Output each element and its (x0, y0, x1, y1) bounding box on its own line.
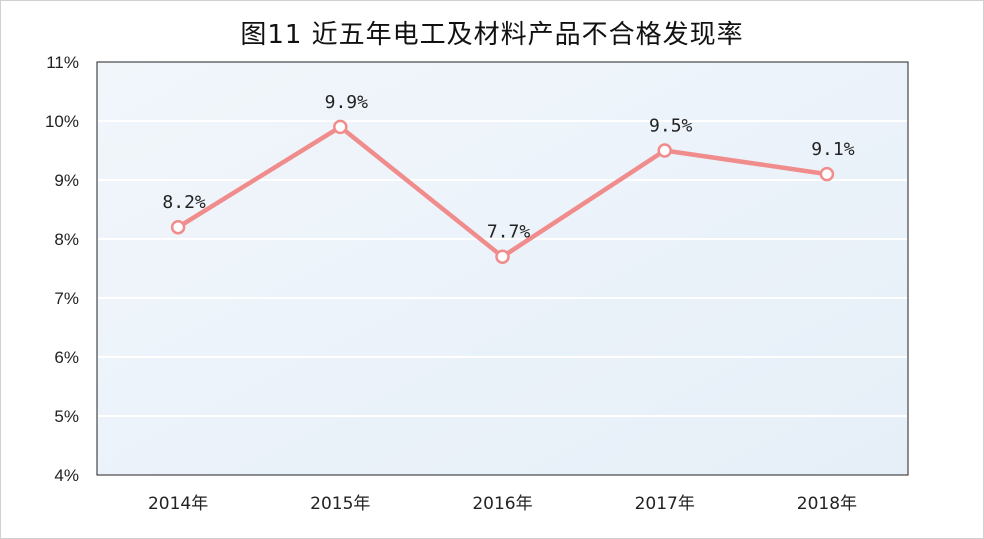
data-point (819, 166, 835, 182)
x-axis-ticks: 2014年 2015年 2016年 2017年 2018年 (148, 494, 857, 514)
data-labels: 8.2% 9.9% 7.7% 9.5% 9.1% (162, 92, 854, 243)
x-tick-label: 2015年 (310, 494, 370, 514)
data-point (495, 249, 510, 264)
data-label: 9.9% (325, 92, 369, 113)
data-point (333, 119, 348, 135)
x-tick-label: 2018年 (797, 494, 857, 514)
series (170, 119, 835, 264)
plot-area (96, 61, 909, 476)
data-label: 8.2% (162, 192, 206, 213)
data-label: 7.7% (487, 222, 531, 243)
y-tick-label: 7% (54, 289, 79, 308)
y-tick-label: 10% (45, 112, 79, 131)
y-tick-label: 5% (54, 407, 79, 426)
x-tick-label: 2017年 (635, 494, 695, 514)
x-tick-label: 2014年 (148, 494, 208, 514)
x-tick-label: 2016年 (472, 494, 532, 514)
data-point (170, 219, 186, 235)
y-tick-label: 8% (54, 230, 79, 249)
y-tick-label: 11% (46, 53, 79, 72)
data-label: 9.5% (649, 116, 693, 137)
y-tick-label: 4% (54, 466, 79, 485)
grid-lines (98, 120, 907, 417)
data-label: 9.1% (811, 139, 855, 160)
y-tick-label: 6% (54, 348, 79, 367)
y-tick-label: 9% (54, 171, 79, 190)
y-axis-ticks: 4% 5% 6% 7% 8% 9% 10% 11% (45, 53, 79, 485)
chart-title: 图11 近五年电工及材料产品不合格发现率 (240, 20, 744, 50)
data-point (657, 143, 672, 158)
